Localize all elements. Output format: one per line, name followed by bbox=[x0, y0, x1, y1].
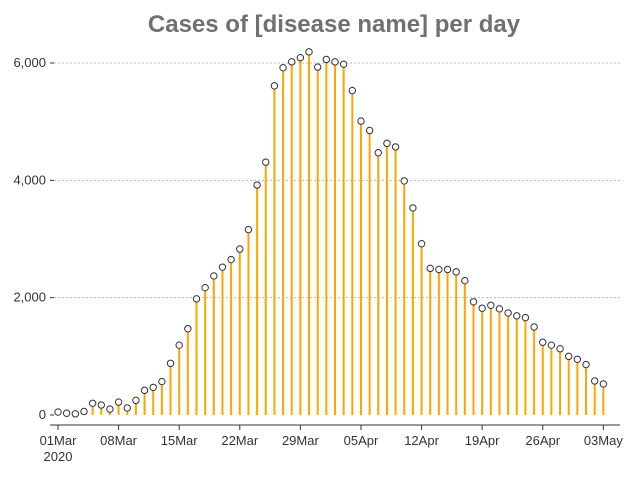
y-tick-label: 0 bbox=[39, 407, 46, 422]
data-point bbox=[244, 225, 253, 234]
data-point bbox=[599, 380, 608, 388]
x-tick-label: 19Apr bbox=[465, 433, 500, 448]
data-point bbox=[227, 255, 235, 264]
data-point bbox=[80, 407, 88, 416]
data-point bbox=[305, 48, 313, 56]
data-point bbox=[469, 298, 478, 306]
dot-layer bbox=[54, 48, 608, 418]
data-point bbox=[383, 139, 391, 148]
data-point bbox=[192, 295, 201, 303]
x-tick-label: 29Mar bbox=[282, 433, 320, 448]
data-point bbox=[62, 409, 71, 417]
axis-layer bbox=[50, 424, 620, 430]
data-point bbox=[582, 360, 590, 369]
data-point bbox=[391, 143, 400, 151]
data-point bbox=[184, 325, 192, 333]
data-point bbox=[521, 313, 530, 322]
data-point bbox=[106, 405, 114, 413]
data-point bbox=[97, 401, 105, 409]
data-point bbox=[71, 410, 80, 418]
y-tick-label: 6,000 bbox=[13, 55, 46, 70]
x-tick-label: 26Apr bbox=[525, 433, 560, 448]
data-point bbox=[513, 312, 521, 320]
data-point bbox=[452, 268, 460, 276]
x-tick-label: 08Mar bbox=[100, 433, 138, 448]
data-point bbox=[288, 58, 296, 66]
data-point bbox=[556, 345, 564, 353]
data-point bbox=[443, 265, 452, 274]
data-point bbox=[478, 304, 486, 312]
data-point bbox=[158, 377, 166, 386]
data-point bbox=[322, 55, 331, 64]
data-point bbox=[218, 263, 227, 271]
data-point bbox=[201, 283, 209, 292]
data-point bbox=[374, 149, 382, 157]
x-tick-label: 01Mar bbox=[40, 433, 78, 448]
data-point bbox=[495, 305, 504, 313]
data-point bbox=[166, 359, 175, 368]
data-point bbox=[530, 323, 538, 331]
data-point bbox=[296, 54, 305, 62]
data-point bbox=[279, 63, 287, 72]
data-point bbox=[253, 181, 261, 189]
y-tick-label: 4,000 bbox=[13, 172, 46, 187]
x-tick-sublabel: 2020 bbox=[44, 449, 73, 464]
data-point bbox=[114, 398, 123, 406]
stem-layer bbox=[57, 51, 605, 415]
x-tick-label: 12Apr bbox=[404, 433, 439, 448]
data-point bbox=[461, 276, 469, 285]
data-point bbox=[236, 245, 244, 253]
data-point bbox=[547, 341, 556, 349]
data-point bbox=[590, 377, 599, 385]
data-point bbox=[365, 126, 374, 135]
data-point bbox=[331, 58, 339, 66]
data-point bbox=[270, 82, 279, 90]
data-point bbox=[210, 272, 218, 280]
data-point bbox=[435, 265, 443, 274]
y-tick-label: 2,000 bbox=[13, 290, 46, 305]
data-point bbox=[132, 396, 140, 405]
data-point bbox=[357, 117, 365, 125]
data-point bbox=[175, 341, 183, 349]
data-point bbox=[504, 309, 512, 317]
data-point bbox=[400, 177, 408, 185]
data-point bbox=[54, 408, 62, 416]
x-tick-label: 05Apr bbox=[344, 433, 379, 448]
data-point bbox=[88, 399, 97, 407]
x-tick-label: 15Mar bbox=[161, 433, 199, 448]
data-point bbox=[262, 158, 270, 166]
x-tick-label: 22Mar bbox=[221, 433, 259, 448]
y-tick-labels: 0 2,000 4,000 6,000 bbox=[13, 55, 46, 422]
x-tick-label: 03May bbox=[584, 433, 624, 448]
data-point bbox=[409, 204, 417, 212]
data-point bbox=[149, 383, 157, 392]
data-point bbox=[573, 355, 582, 363]
data-point bbox=[339, 60, 348, 68]
data-point bbox=[123, 404, 131, 412]
data-point bbox=[539, 338, 547, 346]
data-point bbox=[140, 386, 149, 395]
data-point bbox=[417, 239, 426, 248]
data-point bbox=[426, 264, 434, 273]
data-point bbox=[313, 63, 322, 71]
data-point bbox=[487, 301, 495, 309]
data-point bbox=[565, 352, 573, 361]
chart-title: Cases of [disease name] per day bbox=[148, 11, 521, 38]
data-point bbox=[348, 86, 357, 95]
